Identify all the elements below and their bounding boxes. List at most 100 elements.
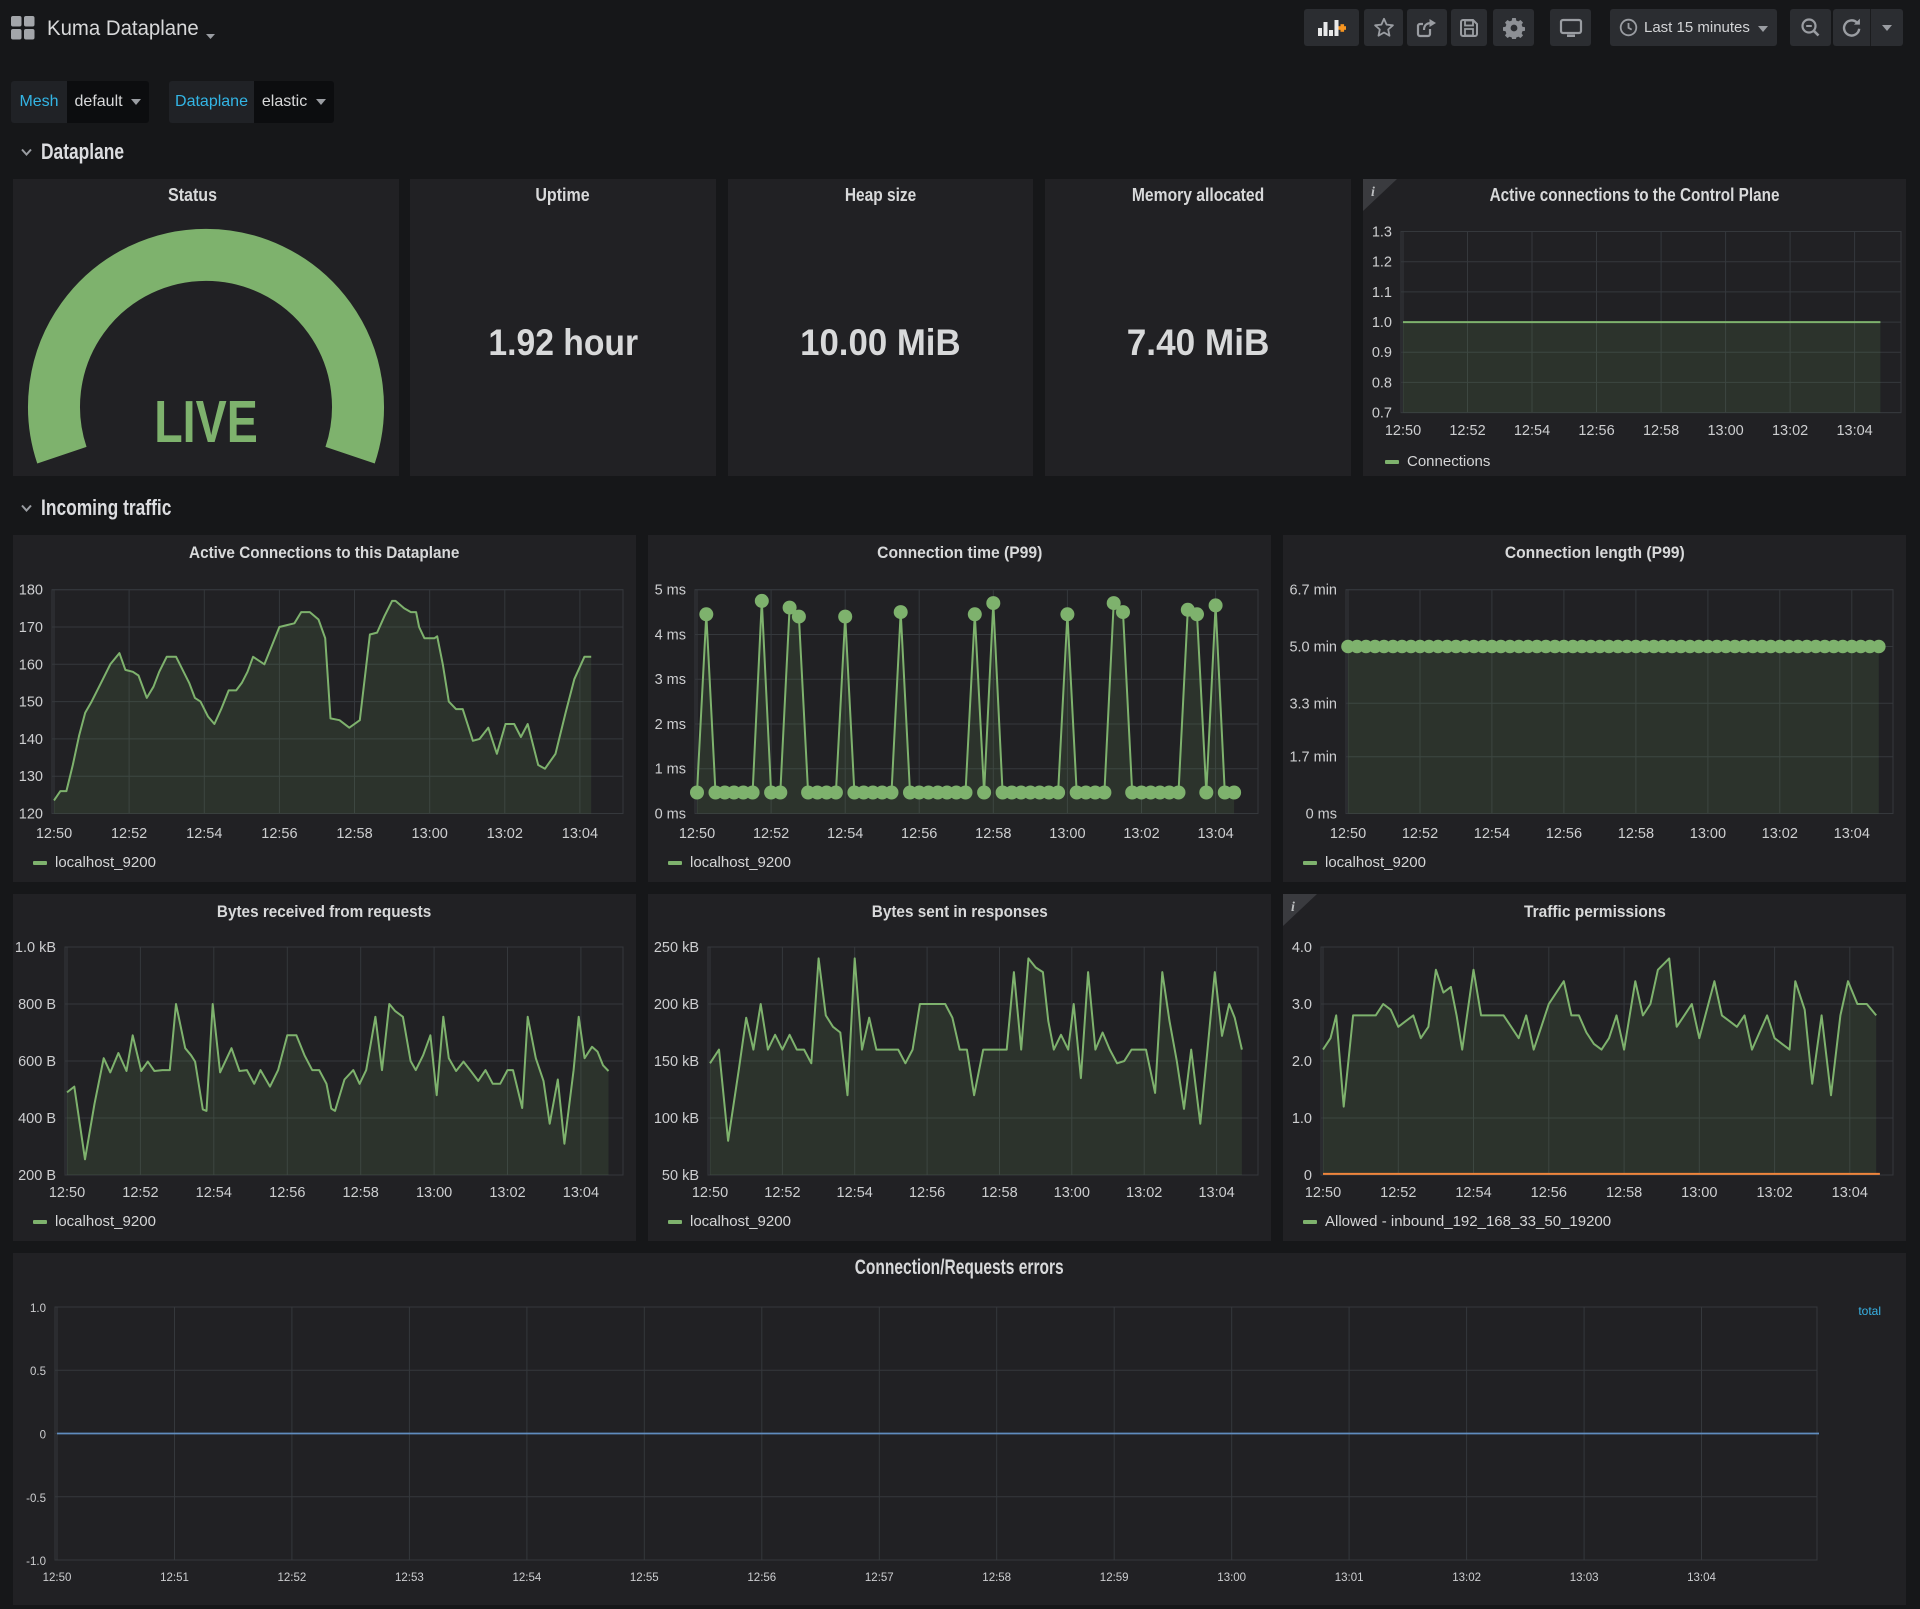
svg-text:0 ms: 0 ms <box>655 807 686 823</box>
svg-text:13:01: 13:01 <box>1335 1572 1364 1584</box>
svg-text:12:50: 12:50 <box>1330 826 1366 842</box>
svg-text:12:58: 12:58 <box>982 1572 1011 1584</box>
svg-text:13:02: 13:02 <box>1123 826 1159 842</box>
svg-text:13:02: 13:02 <box>1762 826 1798 842</box>
svg-text:13:02: 13:02 <box>1126 1185 1162 1201</box>
svg-text:12:54: 12:54 <box>186 826 222 842</box>
svg-text:200 B: 200 B <box>18 1168 56 1184</box>
svg-text:0.9: 0.9 <box>1372 345 1392 361</box>
svg-text:12:50: 12:50 <box>43 1572 72 1584</box>
svg-text:i: i <box>1371 185 1375 200</box>
svg-text:13:00: 13:00 <box>1707 423 1743 439</box>
svg-text:3.3 min: 3.3 min <box>1289 696 1337 712</box>
svg-text:3 ms: 3 ms <box>655 672 686 688</box>
svg-text:12:55: 12:55 <box>630 1572 659 1584</box>
svg-text:12:54: 12:54 <box>1474 826 1510 842</box>
svg-text:400 B: 400 B <box>18 1111 56 1127</box>
svg-text:600 B: 600 B <box>18 1054 56 1070</box>
svg-text:13:00: 13:00 <box>1054 1185 1090 1201</box>
svg-text:1.0 kB: 1.0 kB <box>15 940 56 956</box>
svg-text:12:56: 12:56 <box>747 1572 776 1584</box>
svg-text:12:54: 12:54 <box>837 1185 873 1201</box>
svg-text:1.3: 1.3 <box>1372 225 1392 241</box>
svg-text:-0.5: -0.5 <box>26 1493 46 1505</box>
svg-text:12:50: 12:50 <box>36 826 72 842</box>
svg-text:13:02: 13:02 <box>1756 1185 1792 1201</box>
svg-text:13:04: 13:04 <box>563 1185 599 1201</box>
svg-text:13:02: 13:02 <box>487 826 523 842</box>
svg-text:12:52: 12:52 <box>1449 423 1485 439</box>
svg-text:12:52: 12:52 <box>1380 1185 1416 1201</box>
svg-text:12:50: 12:50 <box>1385 423 1421 439</box>
svg-text:12:52: 12:52 <box>764 1185 800 1201</box>
svg-text:1.1: 1.1 <box>1372 285 1392 301</box>
svg-text:12:54: 12:54 <box>196 1185 232 1201</box>
svg-text:13:02: 13:02 <box>1772 423 1808 439</box>
svg-text:i: i <box>1291 900 1295 915</box>
svg-text:12:58: 12:58 <box>1618 826 1654 842</box>
svg-text:12:58: 12:58 <box>336 826 372 842</box>
svg-text:12:52: 12:52 <box>753 826 789 842</box>
svg-text:13:04: 13:04 <box>1836 423 1872 439</box>
svg-text:0.8: 0.8 <box>1372 375 1392 391</box>
svg-text:800 B: 800 B <box>18 997 56 1013</box>
svg-text:160: 160 <box>19 657 43 673</box>
svg-text:2 ms: 2 ms <box>655 717 686 733</box>
svg-text:12:59: 12:59 <box>1100 1572 1129 1584</box>
svg-text:170: 170 <box>19 620 43 636</box>
svg-text:13:00: 13:00 <box>412 826 448 842</box>
svg-text:50 kB: 50 kB <box>662 1168 699 1184</box>
svg-text:12:51: 12:51 <box>160 1572 189 1584</box>
svg-text:12:53: 12:53 <box>395 1572 424 1584</box>
svg-text:12:58: 12:58 <box>1643 423 1679 439</box>
svg-text:0: 0 <box>1304 1168 1312 1184</box>
svg-text:4 ms: 4 ms <box>655 628 686 644</box>
svg-text:12:54: 12:54 <box>1455 1185 1491 1201</box>
svg-text:1.0: 1.0 <box>30 1303 46 1315</box>
svg-text:12:50: 12:50 <box>49 1185 85 1201</box>
svg-text:13:02: 13:02 <box>489 1185 525 1201</box>
svg-text:13:03: 13:03 <box>1570 1572 1599 1584</box>
svg-text:12:58: 12:58 <box>981 1185 1017 1201</box>
svg-text:12:56: 12:56 <box>1531 1185 1567 1201</box>
svg-text:150: 150 <box>19 695 43 711</box>
svg-text:12:56: 12:56 <box>269 1185 305 1201</box>
svg-text:4.0: 4.0 <box>1292 940 1312 956</box>
svg-text:12:56: 12:56 <box>901 826 937 842</box>
svg-text:12:56: 12:56 <box>261 826 297 842</box>
svg-text:0.5: 0.5 <box>30 1366 46 1378</box>
svg-text:3.0: 3.0 <box>1292 997 1312 1013</box>
svg-text:12:56: 12:56 <box>909 1185 945 1201</box>
svg-text:2.0: 2.0 <box>1292 1054 1312 1070</box>
svg-text:13:00: 13:00 <box>416 1185 452 1201</box>
svg-text:140: 140 <box>19 732 43 748</box>
svg-text:12:52: 12:52 <box>122 1185 158 1201</box>
svg-text:6.7 min: 6.7 min <box>1289 583 1337 599</box>
svg-text:12:54: 12:54 <box>513 1572 542 1584</box>
svg-text:13:04: 13:04 <box>1197 826 1233 842</box>
svg-text:12:50: 12:50 <box>679 826 715 842</box>
svg-text:12:52: 12:52 <box>278 1572 307 1584</box>
svg-text:12:52: 12:52 <box>1402 826 1438 842</box>
svg-text:12:50: 12:50 <box>1305 1185 1341 1201</box>
svg-text:1.7 min: 1.7 min <box>1289 750 1337 766</box>
svg-text:1.0: 1.0 <box>1292 1111 1312 1127</box>
svg-text:150 kB: 150 kB <box>654 1054 699 1070</box>
svg-text:13:04: 13:04 <box>562 826 598 842</box>
svg-text:13:02: 13:02 <box>1452 1572 1481 1584</box>
svg-text:12:52: 12:52 <box>111 826 147 842</box>
svg-text:180: 180 <box>19 583 43 599</box>
svg-text:12:57: 12:57 <box>865 1572 894 1584</box>
svg-text:13:04: 13:04 <box>1832 1185 1868 1201</box>
svg-text:0 ms: 0 ms <box>1306 807 1337 823</box>
svg-text:0: 0 <box>40 1430 46 1442</box>
svg-text:100 kB: 100 kB <box>654 1111 699 1127</box>
svg-text:12:58: 12:58 <box>1606 1185 1642 1201</box>
svg-text:13:00: 13:00 <box>1690 826 1726 842</box>
svg-text:12:50: 12:50 <box>692 1185 728 1201</box>
svg-text:5.0 min: 5.0 min <box>1289 640 1337 656</box>
svg-text:13:00: 13:00 <box>1217 1572 1246 1584</box>
svg-text:5 ms: 5 ms <box>655 583 686 599</box>
svg-text:1 ms: 1 ms <box>655 762 686 778</box>
svg-text:12:56: 12:56 <box>1578 423 1614 439</box>
